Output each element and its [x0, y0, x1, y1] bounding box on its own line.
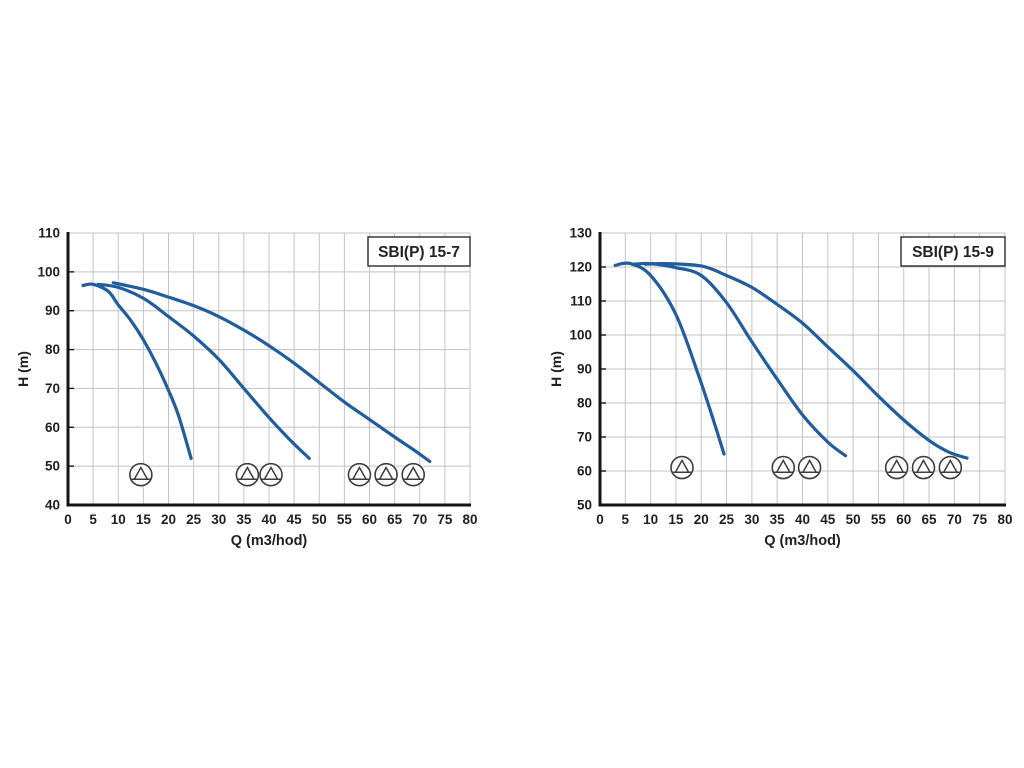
x-tick-label: 65: [387, 512, 403, 527]
x-tick-label: 60: [362, 512, 377, 527]
chart-title: SBI(P) 15-7: [378, 244, 460, 261]
x-tick-label: 40: [261, 512, 276, 527]
pump-chart-left: 40 50 60 70 80 90 100 110 0 5 10 15 20 25 30 35 40 45 50 55…: [12, 222, 492, 554]
x-tick-label: 50: [846, 512, 861, 527]
y-tick-label: 80: [45, 342, 60, 357]
x-tick-label: 35: [236, 512, 252, 527]
1-pump-curve: [613, 261, 726, 456]
x-tick-label: 50: [312, 512, 327, 527]
x-tick-label: 30: [744, 512, 759, 527]
x-tick-label: 15: [668, 512, 684, 527]
y-tick-label: 50: [577, 498, 592, 513]
x-tick-label: 0: [596, 512, 604, 527]
pump-icon: [938, 455, 963, 480]
pump-icon: [347, 462, 372, 487]
x-tick-label: 65: [922, 512, 938, 527]
x-tick-label: 10: [643, 512, 658, 527]
y-tick-label: 130: [569, 226, 592, 241]
pump-chart-svg: 40 50 60 70 80 90 100 110 0 5 10 15 20 25 30 35 40 45 50 55…: [15, 226, 478, 550]
y-tick-label: 70: [45, 381, 60, 396]
y-tick-label: 100: [37, 264, 60, 279]
x-tick-label: 45: [287, 512, 303, 527]
x-axis-title: Q (m3/hod): [231, 533, 308, 549]
y-tick-label: 60: [577, 464, 592, 479]
x-tick-label: 5: [622, 512, 630, 527]
pump-icon: [771, 455, 796, 480]
pump-icon: [670, 455, 694, 480]
x-tick-label: 10: [111, 512, 126, 527]
x-tick-label: 70: [412, 512, 427, 527]
y-tick-label: 100: [569, 328, 592, 343]
pump-chart-svg: 50 60 70 80 90 100 110 120 130 0 5 10 15 20 25 30 35 40 45…: [548, 226, 1013, 550]
x-tick-label: 20: [161, 512, 176, 527]
x-tick-label: 75: [972, 512, 988, 527]
x-tick-label: 75: [437, 512, 453, 527]
y-axis-title: H (m): [548, 351, 564, 387]
x-tick-label: 35: [770, 512, 786, 527]
x-tick-label: 55: [337, 512, 353, 527]
x-tick-label: 0: [64, 512, 72, 527]
chart-title-box: SBI(P) 15-9: [900, 236, 1006, 267]
y-tick-label: 110: [570, 294, 592, 309]
x-tick-label: 30: [211, 512, 226, 527]
x-tick-label: 40: [795, 512, 810, 527]
y-tick-label: 50: [45, 459, 60, 474]
pump-icon: [259, 462, 283, 487]
y-tick-label: 110: [38, 226, 60, 241]
y-tick-label: 70: [577, 430, 592, 445]
y-tick-label: 90: [577, 362, 592, 377]
pump-icon: [129, 462, 153, 487]
y-tick-label: 40: [45, 498, 60, 513]
x-tick-label: 55: [871, 512, 887, 527]
x-tick-label: 25: [719, 512, 735, 527]
pump-icon: [884, 455, 909, 480]
y-tick-label: 80: [577, 396, 592, 411]
pump-icon: [797, 455, 822, 480]
x-axis-title: Q (m3/hod): [764, 533, 841, 549]
x-tick-label: 15: [136, 512, 152, 527]
x-tick-label: 80: [462, 512, 477, 527]
2-pumps-curve: [96, 282, 311, 460]
x-tick-label: 25: [186, 512, 202, 527]
y-tick-label: 120: [569, 260, 592, 275]
x-tick-label: 80: [997, 512, 1012, 527]
y-axis-title: H (m): [15, 351, 31, 387]
x-tick-label: 20: [694, 512, 709, 527]
x-tick-label: 70: [947, 512, 962, 527]
x-tick-label: 5: [89, 512, 97, 527]
3-pumps-curve: [643, 261, 969, 460]
y-tick-label: 90: [45, 303, 60, 318]
pump-icon: [235, 462, 260, 487]
chart-title: SBI(P) 15-9: [912, 244, 994, 261]
pump-icon: [911, 455, 936, 480]
y-tick-label: 60: [45, 420, 60, 435]
pump-icon: [401, 462, 426, 487]
pump-icon: [374, 462, 398, 487]
chart-title-box: SBI(P) 15-7: [367, 236, 471, 267]
x-tick-label: 60: [896, 512, 911, 527]
3-pumps-curve: [111, 281, 432, 464]
pump-chart-right: 50 60 70 80 90 100 110 120 130 0 5 10 15 20 25 30 35 40 45…: [545, 222, 1020, 554]
1-pump-curve: [81, 282, 193, 460]
x-tick-label: 45: [820, 512, 836, 527]
